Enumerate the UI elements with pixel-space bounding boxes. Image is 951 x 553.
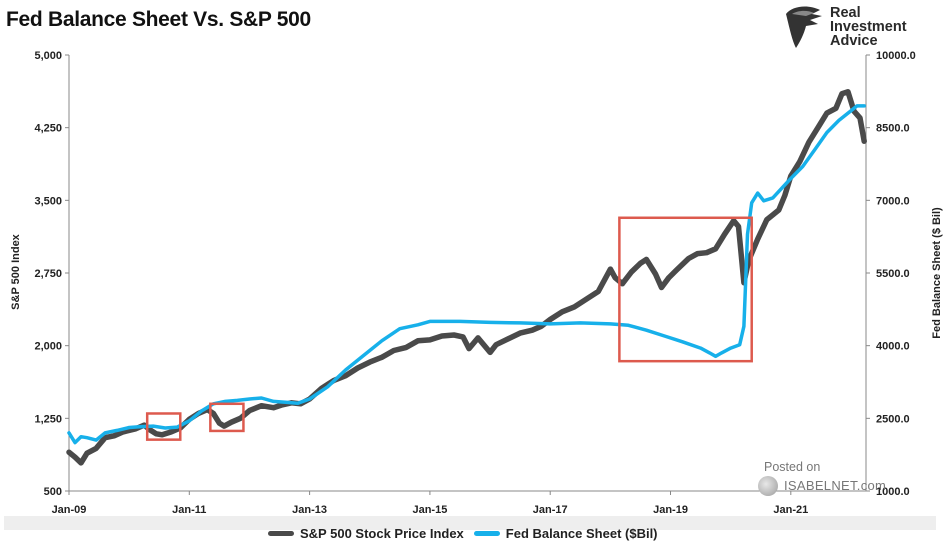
x-tick-label: Jan-09 bbox=[52, 504, 87, 516]
logo-line-1: Real bbox=[830, 5, 861, 21]
x-tick-label: Jan-15 bbox=[412, 504, 447, 516]
legend-swatch-fed bbox=[473, 531, 500, 536]
legend-item-fed: Fed Balance Sheet ($Bil) bbox=[473, 526, 658, 541]
y-axis-left-title: S&P 500 Index bbox=[10, 233, 22, 309]
y-left-tick-label: 1,250 bbox=[34, 413, 62, 425]
y-left-tick-label: 500 bbox=[44, 486, 62, 498]
isabelnet-logo-icon bbox=[758, 476, 778, 496]
logo-line-2: Investment bbox=[830, 19, 907, 35]
highlight-box-3 bbox=[618, 216, 753, 363]
x-tick-label: Jan-19 bbox=[653, 504, 688, 516]
watermark-site-text: ISABELNET.com bbox=[784, 478, 887, 493]
y-right-tick-label: 7000.0 bbox=[876, 195, 910, 207]
legend-item-sp500: S&P 500 Stock Price Index bbox=[268, 526, 464, 541]
isabelnet-watermark: Posted on ISABELNET.com bbox=[758, 458, 898, 498]
y-right-tick-label: 1000.0 bbox=[876, 486, 910, 498]
y-left-tick-label: 2,000 bbox=[34, 341, 62, 353]
chart-title: Fed Balance Sheet Vs. S&P 500 bbox=[6, 8, 311, 31]
series-line-fed-balance-sheet bbox=[67, 104, 866, 445]
y-right-tick-label: 5500.0 bbox=[876, 268, 910, 280]
y-axis-right-title: Fed Balance Sheet ($ Bil) bbox=[931, 207, 943, 339]
legend-label-fed: Fed Balance Sheet ($Bil) bbox=[505, 526, 658, 541]
y-left-tick-label: 4,250 bbox=[34, 123, 62, 135]
legend-background bbox=[4, 516, 936, 530]
y-right-tick-label: 10000.0 bbox=[876, 50, 916, 62]
real-investment-advice-logo: Real Investment Advice bbox=[782, 4, 942, 50]
legend-swatch-sp500 bbox=[268, 531, 294, 536]
y-left-tick-label: 3,500 bbox=[34, 195, 62, 207]
x-tick-label: Jan-11 bbox=[172, 504, 206, 516]
watermark-posted-text: Posted on bbox=[764, 460, 821, 474]
x-tick-label: Jan-21 bbox=[773, 504, 808, 516]
legend-label-sp500: S&P 500 Stock Price Index bbox=[300, 526, 464, 541]
x-tick-label: Jan-17 bbox=[533, 504, 568, 516]
legend: S&P 500 Stock Price Index Fed Balance Sh… bbox=[268, 526, 668, 541]
y-right-tick-label: 4000.0 bbox=[876, 341, 910, 353]
y-left-tick-label: 5,000 bbox=[34, 50, 62, 62]
highlight-box-2 bbox=[209, 402, 245, 433]
y-right-tick-label: 8500.0 bbox=[876, 123, 910, 135]
y-left-tick-label: 2,750 bbox=[34, 268, 62, 280]
eagle-head-icon bbox=[786, 6, 822, 49]
x-tick-label: Jan-13 bbox=[292, 504, 327, 516]
logo-line-3: Advice bbox=[830, 33, 878, 49]
highlight-box-1 bbox=[145, 412, 182, 441]
y-right-tick-label: 2500.0 bbox=[876, 413, 910, 425]
